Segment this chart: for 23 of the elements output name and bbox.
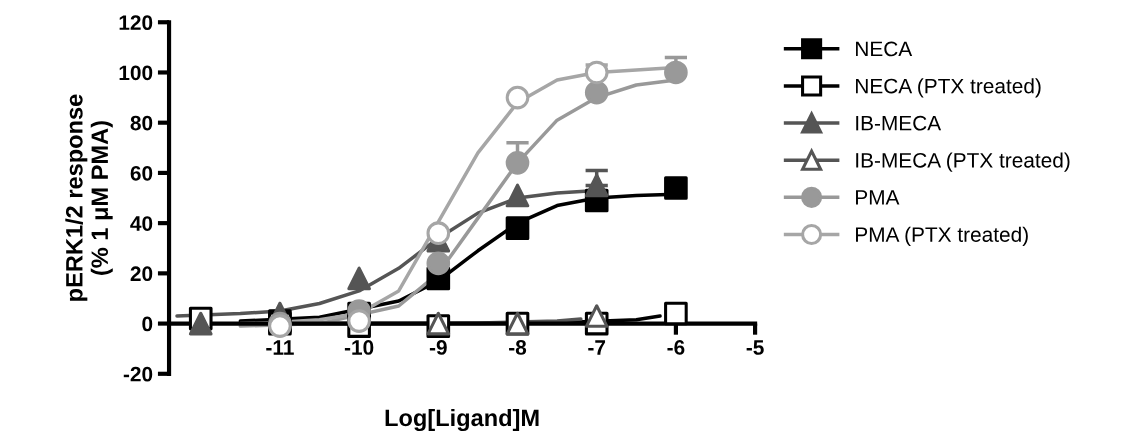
legend-label: IB-MECA <box>856 115 942 131</box>
x-tick-label: -6 <box>667 340 685 355</box>
x-tick-label: -7 <box>588 340 606 355</box>
y-tick-label: 100 <box>119 65 153 81</box>
x-axis-title: Log[Ligand]M <box>385 408 539 432</box>
x-tick-label: -11 <box>266 340 294 355</box>
y-tick-label: 120 <box>119 15 153 30</box>
y-tick-label: 60 <box>130 165 153 181</box>
y-tick-label: 20 <box>130 266 153 282</box>
x-tick-label: -8 <box>509 340 527 355</box>
y-axis-title: pERK1/2 response (% 1 μM PMA) <box>65 94 113 301</box>
legend-label: PMA <box>856 190 900 205</box>
x-tick-label: -9 <box>429 340 447 355</box>
x-tick-label: -10 <box>344 340 374 355</box>
legend-label: IB-MECA (PTX treated) <box>856 152 1070 172</box>
legend-label: NECA <box>856 41 913 57</box>
y-tick-label: 40 <box>130 216 153 231</box>
x-tick-label: -5 <box>746 340 764 355</box>
legend-label: NECA (PTX treated) <box>856 78 1041 98</box>
y-tick-label: -20 <box>123 366 153 382</box>
y-tick-label: 80 <box>130 115 153 131</box>
y-tick-label: 0 <box>142 316 153 332</box>
legend-label: PMA (PTX treated) <box>856 226 1028 247</box>
